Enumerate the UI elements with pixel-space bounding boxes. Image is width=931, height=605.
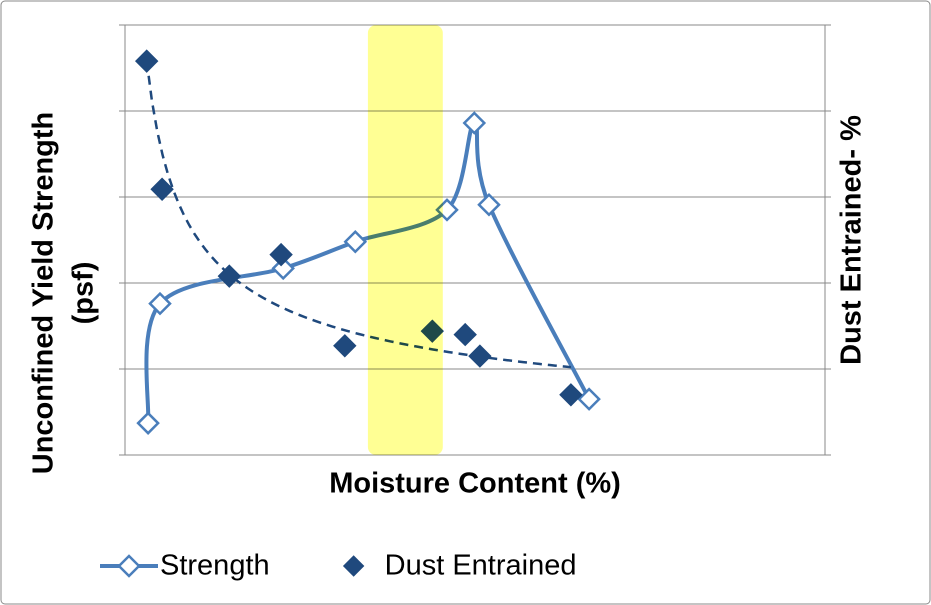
- y-axis-title: Unconfined Yield Strength: [28, 112, 60, 475]
- data-point: [453, 322, 477, 347]
- data-point: [136, 411, 160, 435]
- data-point: [269, 242, 293, 267]
- data-point: [333, 334, 357, 358]
- dust-trendline: [145, 60, 572, 369]
- y-axis-title: (psf): [68, 262, 100, 325]
- data-point: [134, 49, 159, 73]
- legend-marker: [117, 554, 141, 578]
- legend-label: Dust Entrained: [385, 550, 577, 582]
- highlight-band: [367, 25, 443, 455]
- legend-label: Strength: [160, 550, 270, 582]
- data-point: [577, 387, 601, 411]
- data-point: [148, 291, 172, 316]
- data-point: [217, 264, 242, 288]
- x-axis-title: Moisture Content (%): [329, 468, 621, 500]
- data-point: [477, 192, 501, 217]
- data-point: [343, 229, 368, 254]
- legend-marker: [342, 555, 365, 577]
- data-point: [462, 111, 487, 135]
- data-point: [468, 344, 492, 368]
- data-point: [559, 383, 583, 407]
- y2-axis-title: Dust Entrained- %: [836, 115, 868, 365]
- markers: [134, 49, 601, 435]
- data-point: [150, 177, 174, 201]
